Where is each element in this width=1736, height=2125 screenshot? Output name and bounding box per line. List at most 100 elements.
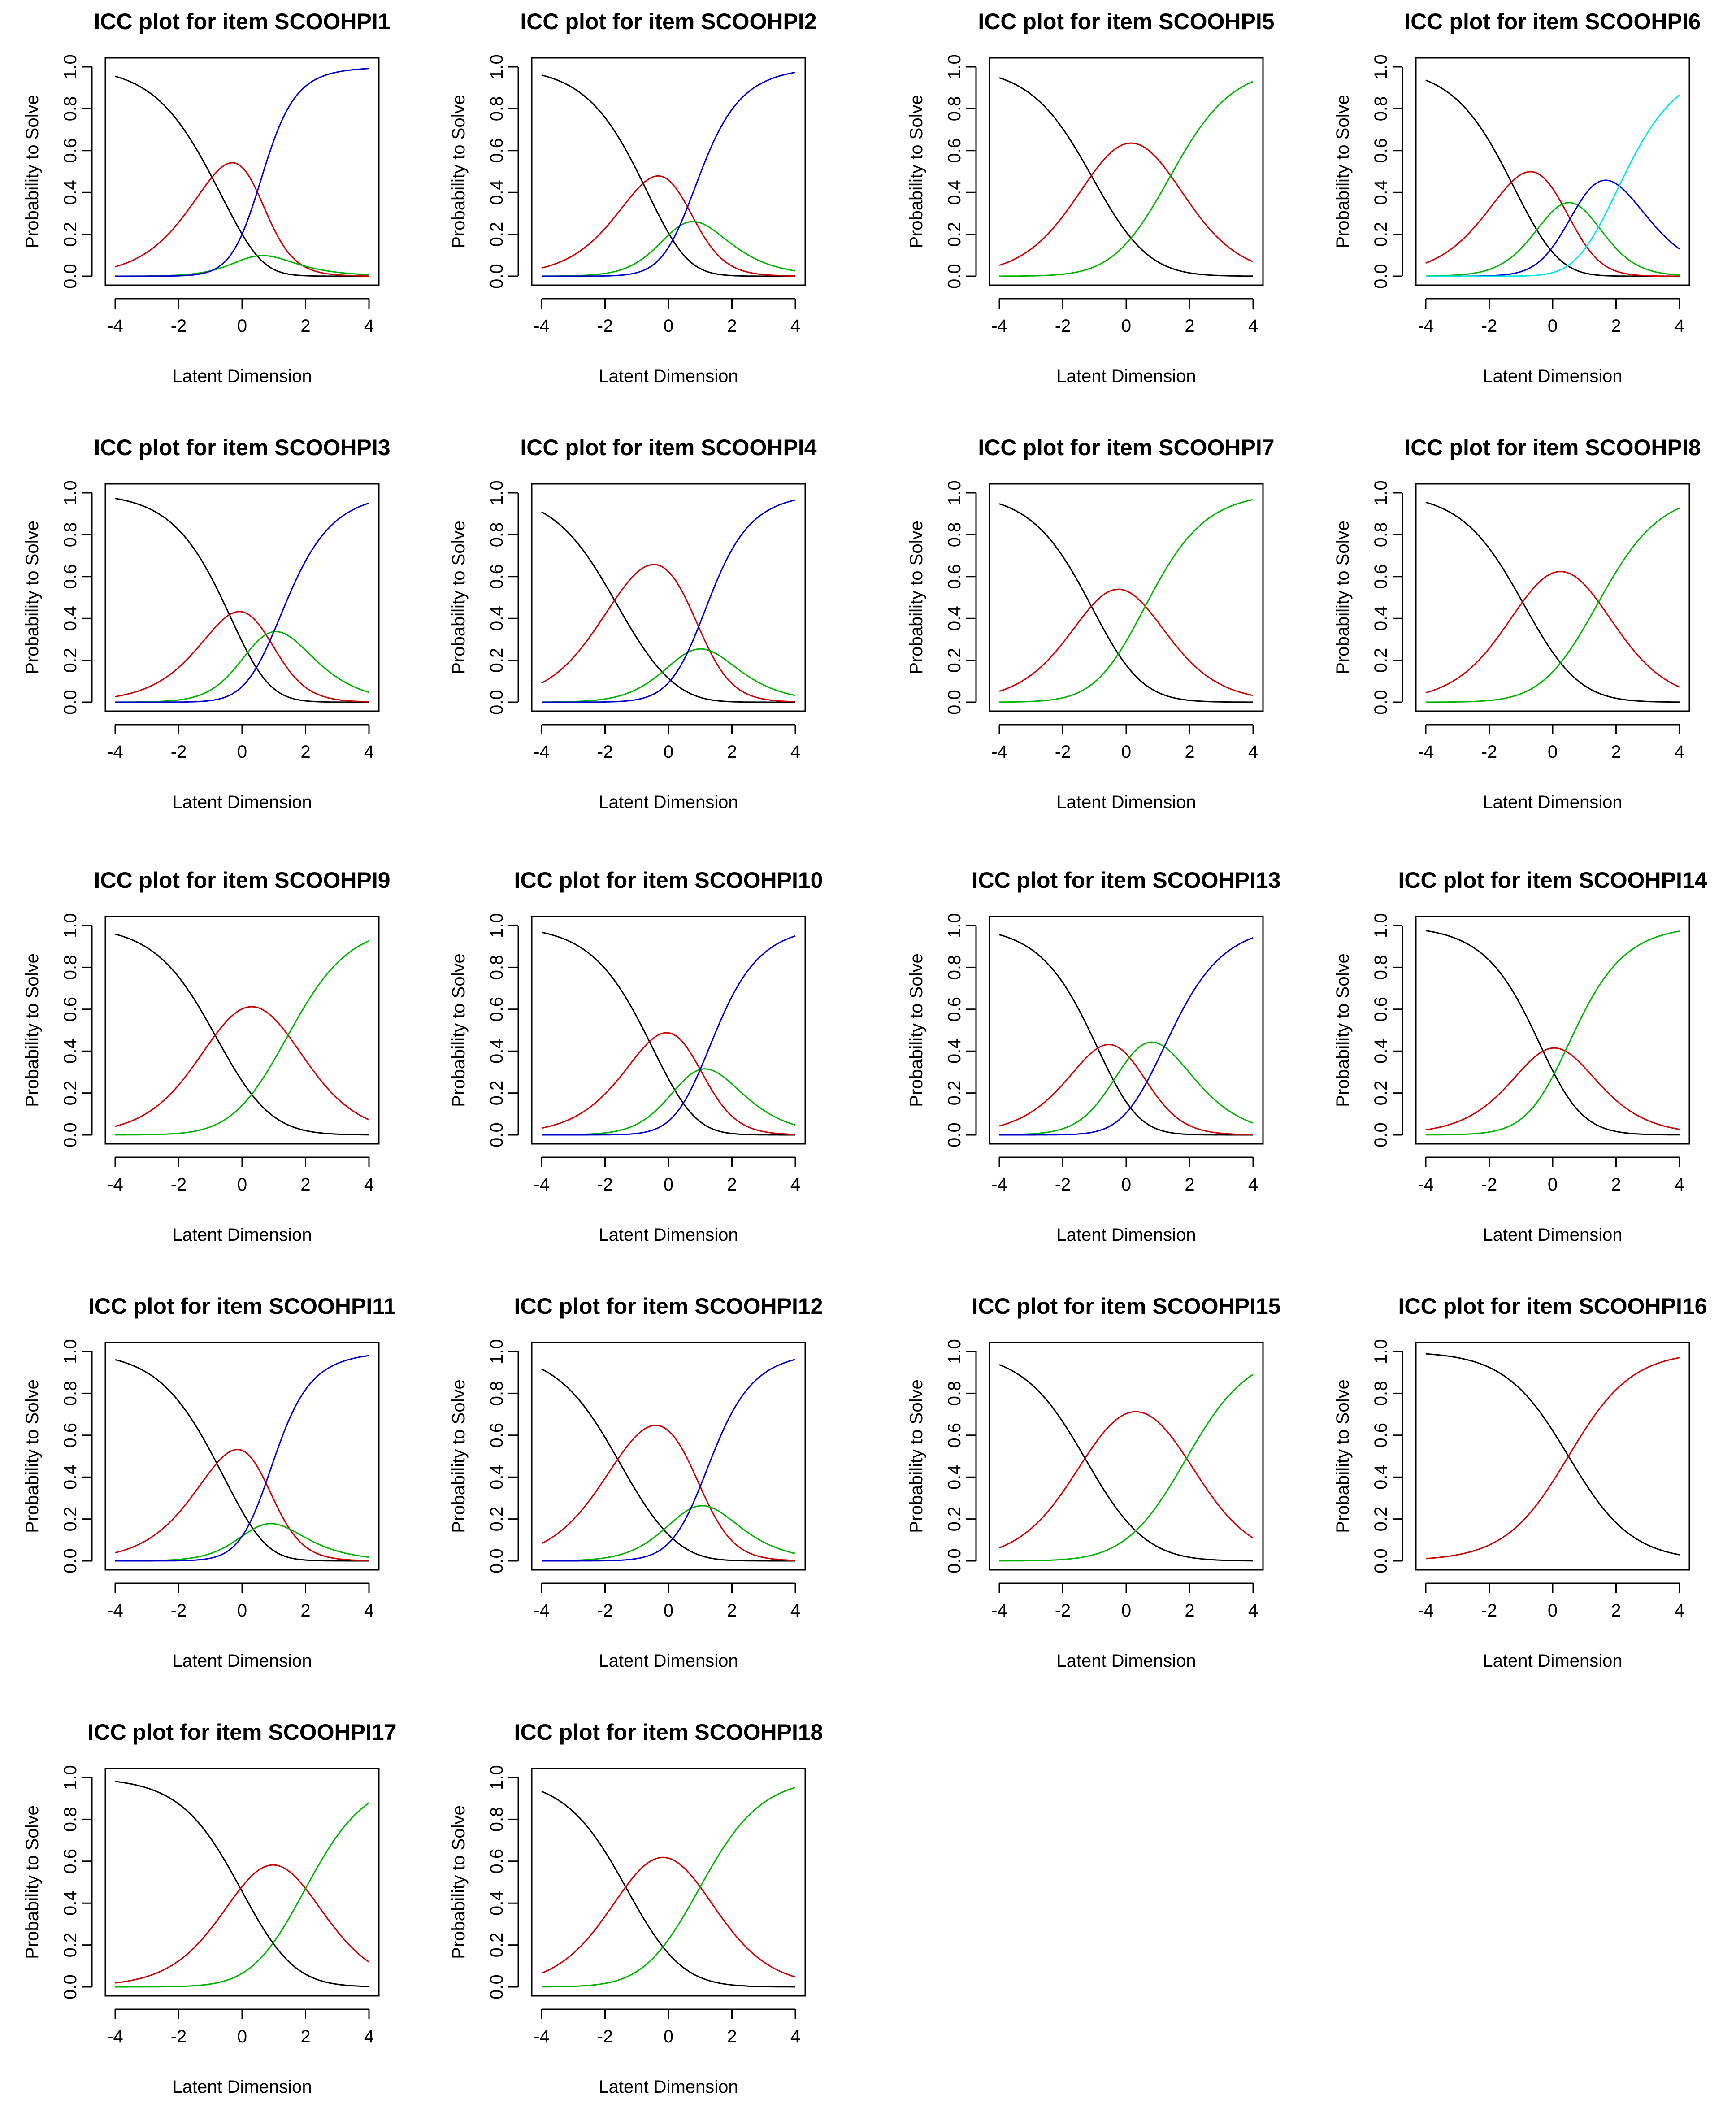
y-axis-label: Probability to Solve (907, 521, 926, 674)
x-tick-label: 0 (664, 742, 673, 762)
x-tick-label: 0 (664, 2027, 673, 2047)
plot-frame (531, 1768, 806, 1997)
y-tick-label: 0.0 (1371, 1122, 1391, 1147)
y-axis-label: Probability to Solve (449, 953, 469, 1107)
y-tick-label: 0.2 (1371, 648, 1391, 673)
x-tick-label: 2 (1185, 316, 1194, 336)
y-tick-label: 0.8 (1371, 955, 1391, 980)
category-2-curve (1425, 930, 1680, 1136)
x-tick-label: 4 (1675, 742, 1684, 762)
y-tick-label: 0.0 (61, 1548, 80, 1573)
y-tick-label: 0.4 (487, 180, 507, 205)
y-tick-label: 0.6 (945, 997, 964, 1022)
category-1-curve (1425, 1047, 1680, 1131)
plot-frame (104, 1342, 380, 1571)
y-axis-label: Probability to Solve (1333, 521, 1353, 674)
plot-frame (989, 483, 1264, 712)
y-tick-label: 0.8 (945, 522, 964, 548)
y-tick-label: 0.4 (61, 180, 80, 205)
chart-title: ICC plot for item SCOOHPI4 (520, 435, 816, 460)
y-tick-label: 0.2 (61, 1507, 80, 1532)
chart-title: ICC plot for item SCOOHPI15 (972, 1294, 1281, 1319)
x-tick-label: -4 (107, 1175, 123, 1195)
chart-title: ICC plot for item SCOOHPI14 (1398, 868, 1707, 893)
y-tick-label: 0.2 (1371, 1507, 1391, 1532)
x-tick-label: -2 (1481, 1601, 1497, 1621)
x-tick-label: 0 (237, 742, 247, 762)
x-tick-label: 0 (237, 1601, 247, 1621)
category-3-curve (542, 935, 796, 1136)
chart-title: ICC plot for item SCOOHPI7 (978, 435, 1274, 460)
category-0-curve (115, 498, 369, 703)
x-tick-label: 0 (1548, 742, 1558, 762)
x-tick-label: 0 (1121, 742, 1131, 762)
y-tick-label: 0.4 (945, 1464, 964, 1490)
category-0-curve (115, 933, 369, 1136)
category-2-curve (999, 1373, 1254, 1562)
icc-chart: ICC plot for item SCOOHPI7 0.0 0.2 0.4 0.6 0.… (907, 435, 1275, 812)
y-tick-label: 0.2 (1371, 1081, 1391, 1106)
x-tick-label: 0 (664, 1601, 673, 1621)
y-tick-label: 0.6 (1371, 1423, 1391, 1448)
y-tick-label: 1.0 (487, 480, 507, 505)
chart-title: ICC plot for item SCOOHPI13 (972, 868, 1281, 893)
x-tick-label: -2 (1481, 742, 1497, 762)
x-tick-label: 4 (790, 1175, 800, 1195)
x-tick-label: 0 (237, 1175, 247, 1195)
x-tick-label: 2 (300, 316, 310, 336)
x-axis-label: Latent Dimension (599, 366, 738, 386)
x-tick-label: -4 (1418, 742, 1434, 762)
y-axis-label: Probability to Solve (22, 953, 42, 1107)
category-2-curve (999, 1041, 1254, 1136)
y-tick-label: 1.0 (945, 913, 964, 938)
category-1-curve (541, 1856, 796, 1978)
chart-title: ICC plot for item SCOOHPI2 (520, 9, 816, 34)
y-tick-label: 0.8 (61, 955, 80, 980)
x-tick-label: 4 (790, 742, 800, 762)
x-tick-label: -4 (1418, 316, 1434, 336)
category-2-curve (115, 1523, 369, 1562)
icc-chart: ICC plot for item SCOOHPI6 0.0 0.2 0.4 0.6 0.… (1333, 9, 1701, 386)
y-tick-label: 0.2 (945, 1507, 964, 1532)
y-axis-label: Probability to Solve (449, 521, 469, 674)
x-tick-label: -2 (1481, 1175, 1497, 1195)
y-tick-label: 0.2 (61, 1081, 80, 1106)
y-tick-label: 0.4 (1371, 1464, 1391, 1490)
x-tick-label: 2 (727, 316, 737, 336)
y-axis-label: Probability to Solve (22, 1805, 42, 1959)
y-tick-label: 0.8 (487, 96, 507, 122)
y-tick-label: 0.8 (945, 1381, 964, 1406)
x-tick-label: 2 (727, 742, 737, 762)
icc-chart: ICC plot for item SCOOHPI2 0.0 0.2 0.4 0.6 0.… (449, 9, 817, 386)
y-axis-label: Probability to Solve (22, 1379, 42, 1533)
y-tick-label: 0.8 (487, 522, 507, 548)
category-3-curve (542, 1359, 796, 1562)
icc-chart: ICC plot for item SCOOHPI8 0.0 0.2 0.4 0.6 0.… (1333, 435, 1701, 812)
y-tick-label: 1.0 (61, 480, 80, 505)
y-tick-label: 0.6 (61, 564, 80, 589)
y-tick-label: 0.6 (61, 138, 80, 163)
icc-chart: ICC plot for item SCOOHPI14 0.0 0.2 0.4 0.6 0… (1333, 868, 1707, 1245)
y-tick-label: 0.0 (61, 264, 80, 289)
x-tick-label: -4 (534, 316, 550, 336)
category-2-curve (542, 1786, 796, 1988)
y-tick-label: 0.0 (945, 690, 964, 715)
y-tick-label: 0.6 (945, 564, 964, 589)
x-axis-label: Latent Dimension (599, 1225, 738, 1245)
y-tick-label: 1.0 (487, 913, 507, 938)
icc-chart: ICC plot for item SCOOHPI11 0.0 0.2 0.4 0.6 0… (22, 1294, 396, 1671)
x-axis-label: Latent Dimension (172, 1651, 312, 1671)
y-axis-label: Probability to Solve (907, 95, 926, 248)
x-tick-label: 4 (1675, 316, 1684, 336)
category-0-curve (999, 503, 1253, 703)
category-1-curve (115, 1864, 369, 1984)
x-tick-label: -4 (534, 1175, 550, 1195)
x-axis-label: Latent Dimension (1483, 366, 1622, 386)
x-axis-label: Latent Dimension (1483, 1225, 1622, 1245)
x-tick-label: 4 (1675, 1175, 1684, 1195)
chart-title: ICC plot for item SCOOHPI16 (1398, 1294, 1707, 1319)
y-tick-label: 0.4 (61, 1890, 80, 1916)
y-tick-label: 0.0 (945, 1548, 964, 1573)
icc-chart: ICC plot for item SCOOHPI3 0.0 0.2 0.4 0.6 0.… (22, 435, 391, 812)
x-tick-label: -2 (597, 742, 613, 762)
